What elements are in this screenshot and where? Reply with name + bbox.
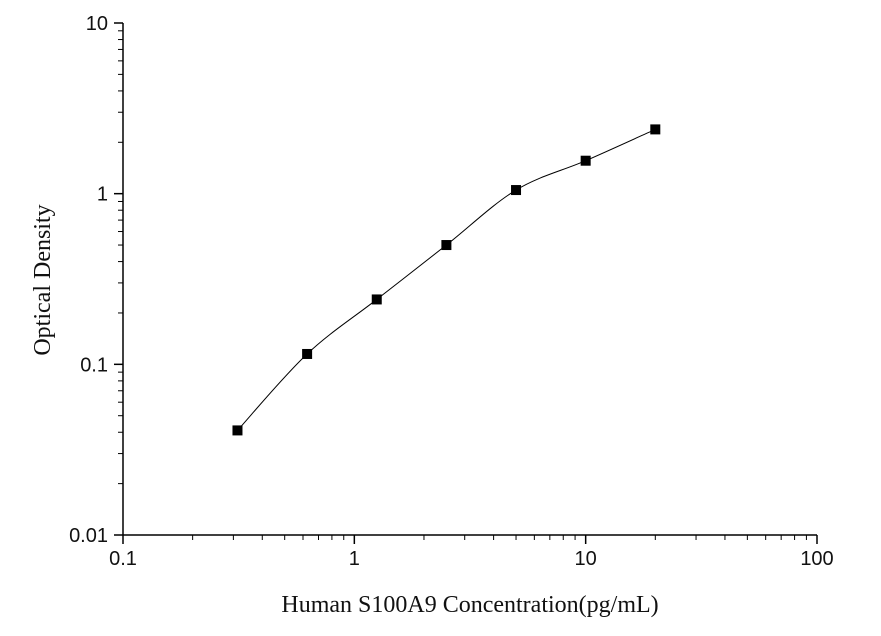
y-axis-title: Optical Density (30, 204, 56, 355)
data-point (511, 185, 522, 196)
x-tick-label: 10 (575, 548, 597, 570)
fit-curve (237, 128, 656, 431)
y-tick-label: 0.01 (69, 525, 108, 547)
data-point (650, 124, 661, 135)
x-tick-label: 100 (800, 548, 833, 570)
data-point (232, 425, 243, 436)
x-tick-label: 0.1 (109, 548, 137, 570)
data-point (441, 240, 452, 251)
x-axis-title: Human S100A9 Concentration(pg/mL) (281, 592, 658, 618)
y-tick-label: 10 (86, 13, 108, 35)
y-tick-label: 0.1 (80, 354, 108, 376)
data-point (371, 294, 382, 305)
x-tick-label: 1 (349, 548, 360, 570)
data-point (580, 155, 591, 166)
data-points (232, 124, 661, 436)
fit-curve-layer (237, 128, 656, 431)
data-point (302, 348, 313, 359)
y-tick-label: 1 (97, 184, 108, 206)
